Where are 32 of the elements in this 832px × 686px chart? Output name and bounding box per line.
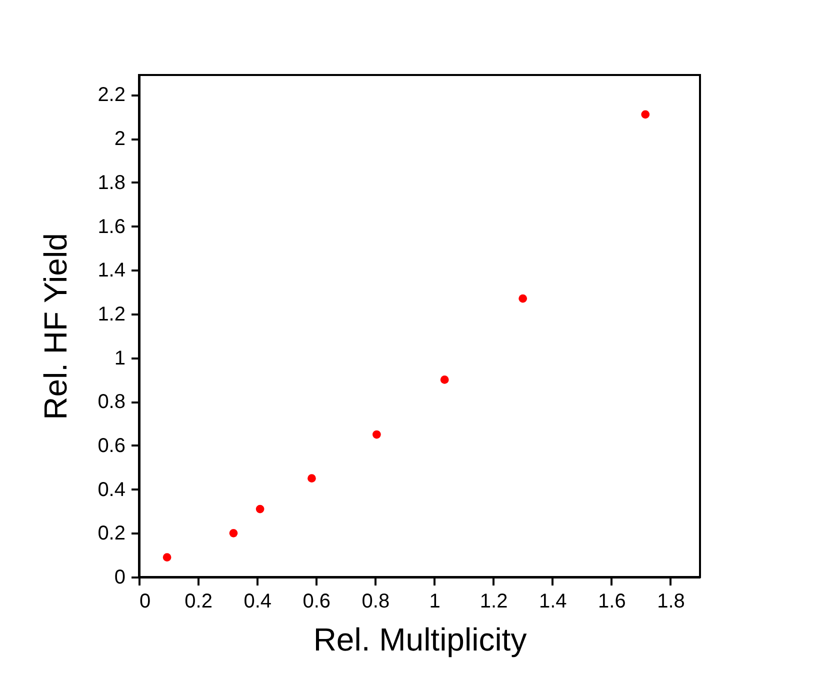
x-tick-label: 0.2 <box>184 590 212 612</box>
y-tick-label: 2 <box>114 128 126 150</box>
point <box>372 430 381 439</box>
y-tick-label: 1 <box>114 347 126 370</box>
point <box>641 110 650 119</box>
x-tick-label: 0.6 <box>302 590 331 612</box>
x-tick-label: 0.4 <box>244 590 272 612</box>
x-tick-label: 1 <box>429 590 440 612</box>
point <box>308 474 316 483</box>
x-tick-label: 1.8 <box>657 590 685 612</box>
y-tick-label: 1.8 <box>98 172 126 194</box>
point <box>440 376 449 384</box>
point <box>162 553 172 562</box>
y-tick-label: 0.4 <box>98 478 126 501</box>
y-tick-label: 0.2 <box>98 522 126 545</box>
y-tick-label: 0.8 <box>98 391 126 414</box>
point <box>229 528 238 538</box>
x-tick-label: 1.6 <box>598 590 626 612</box>
point <box>256 504 264 514</box>
y-tick-label: 0.6 <box>98 434 126 457</box>
y-tick-label: 1.4 <box>98 260 126 282</box>
x-tick-label: 0 <box>140 590 151 612</box>
point <box>518 294 528 303</box>
y-tick-label: 1.2 <box>98 303 126 326</box>
y-tick-label: 0 <box>114 566 126 588</box>
x-axis-title: Rel. Multiplicity <box>313 622 527 658</box>
y-axis-title: Rel. HF Yield <box>38 233 74 420</box>
x-tick-label: 1.2 <box>480 590 508 612</box>
y-tick-label: 2.2 <box>98 84 126 106</box>
x-tick-label: 0.8 <box>362 590 390 612</box>
x-tick-label: 1.4 <box>538 590 567 612</box>
y-tick-label: 1.6 <box>98 216 126 238</box>
